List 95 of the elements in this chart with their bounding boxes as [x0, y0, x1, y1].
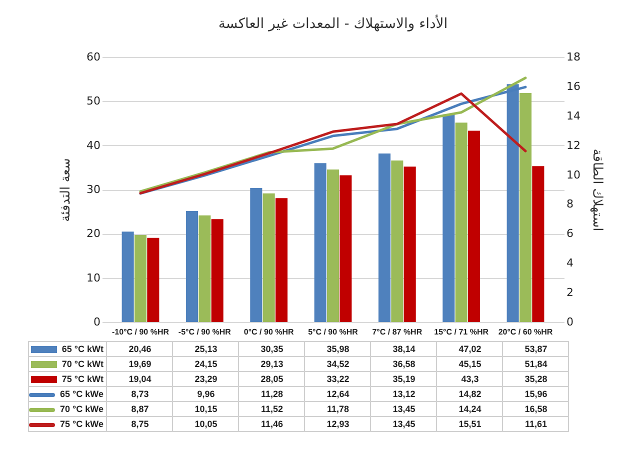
y2-tick-label: 16: [566, 80, 580, 93]
data-label: 11,61: [502, 416, 569, 432]
data-label: 10,05: [172, 416, 239, 432]
data-label: 10,15: [172, 402, 239, 416]
data-label: 28,05: [238, 372, 305, 386]
legend-label: 65 °C kWt: [28, 342, 107, 356]
bar: [314, 163, 326, 322]
y2-tick-label: 18: [566, 50, 580, 64]
x-tick-label: 0°C / 90 %HR: [244, 328, 294, 336]
data-label: 47,02: [436, 342, 503, 356]
y-tick-label: 10: [86, 271, 100, 284]
bar: [147, 238, 160, 322]
bar: [262, 193, 275, 322]
data-label: 11,52: [238, 402, 305, 416]
legend-label: 75 °C kWe: [28, 416, 107, 432]
y2-tick-label: 14: [566, 109, 580, 122]
data-label: 45,15: [436, 356, 503, 372]
data-label: 35,19: [370, 372, 437, 386]
bar: [198, 215, 211, 322]
y-tick-label: 60: [86, 50, 100, 64]
x-tick-label: 20°C / 60 %HR: [498, 328, 553, 336]
bar: [340, 175, 352, 322]
y-tick-label: 20: [86, 227, 100, 240]
data-label: 8,87: [106, 402, 173, 416]
data-label: 35,28: [502, 372, 569, 386]
data-label: 8,73: [106, 386, 173, 402]
data-label: 20,46: [106, 342, 173, 356]
y2-tick-label: 10: [566, 168, 580, 182]
bar: [275, 198, 288, 322]
data-label: 30,35: [238, 342, 305, 356]
data-label: 19,04: [106, 372, 173, 386]
data-label: 14,24: [436, 402, 503, 416]
bar: [211, 219, 224, 322]
data-label: 11,28: [238, 386, 305, 402]
bar: [404, 166, 416, 322]
data-label: 13,12: [370, 386, 437, 402]
data-label: 33,22: [304, 372, 371, 386]
bar: [519, 93, 532, 322]
legend-label: 75 °C kWt: [28, 372, 107, 386]
data-label: 12,93: [304, 416, 371, 432]
data-label: 16,58: [502, 402, 569, 416]
bar: [391, 160, 404, 322]
data-label: 51,84: [502, 356, 569, 372]
data-label: 11,46: [238, 416, 305, 432]
data-label: 25,13: [172, 342, 239, 356]
data-label: 13,45: [370, 416, 437, 432]
y-tick-label: 30: [86, 183, 100, 196]
chart-title: الأداء والاستهلاك - المعدات غير العاكسة: [218, 14, 448, 32]
y2-tick-label: 0: [566, 316, 574, 328]
bar: [122, 232, 134, 322]
legend-label: 65 °C kWe: [28, 386, 107, 402]
x-tick-label: 5°C / 90 %HR: [308, 328, 358, 336]
data-label: 24,15: [172, 356, 239, 372]
y-axis-title: سعة التدفئة: [58, 158, 74, 222]
y2-axis-title: استهلاك الطاقة: [589, 148, 604, 232]
data-label: 38,14: [370, 342, 437, 356]
bar: [186, 211, 198, 322]
data-label: 15,51: [436, 416, 503, 432]
data-label: 23,29: [172, 372, 239, 386]
data-label: 13,45: [370, 402, 437, 416]
x-tick-label: -10°C / 90 %HR: [112, 328, 170, 336]
data-label: 15,96: [502, 386, 569, 402]
x-tick-label: -5°C / 90 %HR: [178, 328, 232, 336]
data-label: 14,82: [436, 386, 503, 402]
y2-tick-label: 2: [566, 286, 574, 300]
bar: [455, 122, 468, 322]
bar: [250, 188, 262, 322]
y2-tick-label: 6: [566, 227, 574, 240]
data-label: 29,13: [238, 356, 305, 372]
data-label: 11,78: [304, 402, 371, 416]
bar: [468, 130, 480, 322]
y2-tick-label: 8: [566, 198, 574, 211]
bar: [134, 235, 147, 322]
x-tick-label: 15°C / 71 %HR: [434, 328, 489, 336]
y-tick-label: 0: [94, 316, 100, 328]
y-tick-label: 40: [86, 138, 100, 152]
y2-tick-label: 12: [566, 138, 580, 152]
bar: [532, 166, 544, 322]
y2-tick-label: 4: [566, 256, 574, 270]
data-label: 36,58: [370, 356, 437, 372]
data-label: 53,87: [502, 342, 569, 356]
data-label: 12,64: [304, 386, 371, 402]
data-label: 9,96: [172, 386, 239, 402]
data-label: 34,52: [304, 356, 371, 372]
data-label: 43,3: [436, 372, 503, 386]
legend-label: 70 °C kWe: [28, 402, 107, 416]
bar: [442, 114, 455, 322]
bar: [378, 154, 391, 322]
data-label: 8,75: [106, 416, 173, 432]
y-tick-label: 50: [86, 94, 100, 108]
legend-label: 70 °C kWt: [28, 356, 107, 372]
x-tick-label: 7°C / 87 %HR: [372, 328, 422, 336]
data-label: 35,98: [304, 342, 371, 356]
data-label: 19,69: [106, 356, 173, 372]
bar: [326, 170, 340, 322]
